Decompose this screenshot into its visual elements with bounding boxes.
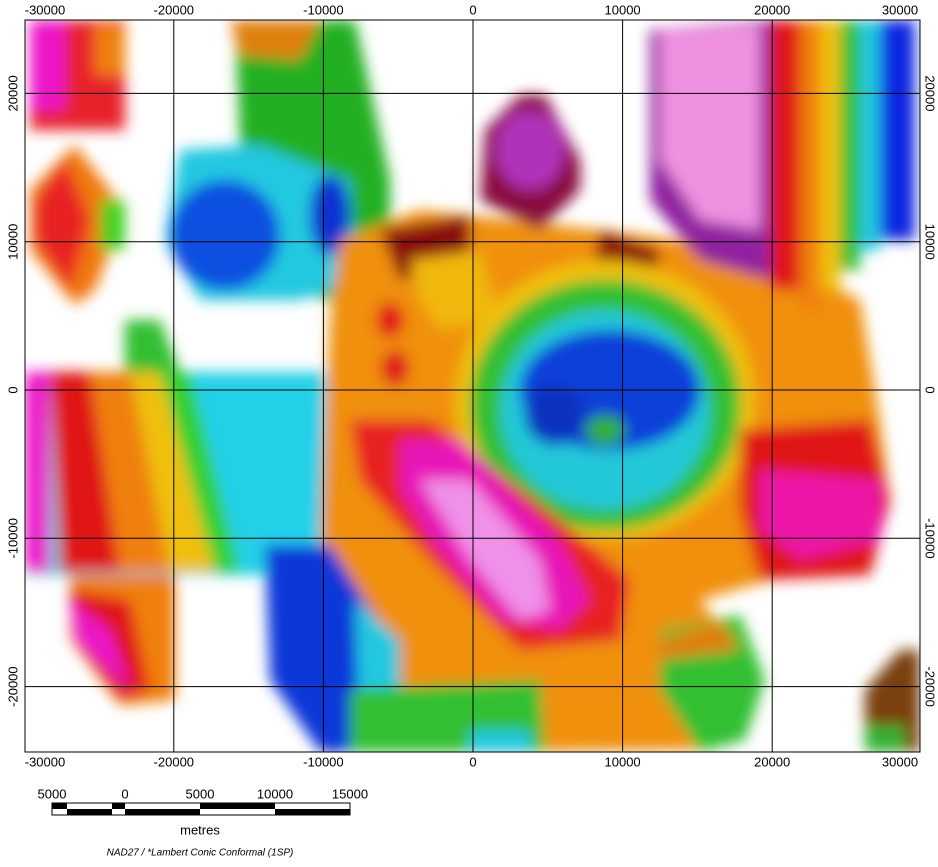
x-tick-label-bottom: -30000 — [25, 754, 65, 769]
scale-bar: 5000 0 5000 10000 15000 — [38, 786, 368, 816]
scale-bar-label: 5000 — [38, 786, 67, 801]
x-tick-label-bottom: -10000 — [303, 754, 343, 769]
scale-bar-label: 0 — [121, 786, 128, 801]
scale-bar-segment — [112, 803, 125, 809]
scale-bar-segment — [275, 809, 350, 815]
scale-bar-label: 5000 — [186, 786, 215, 801]
x-tick-label-top: 10000 — [605, 2, 641, 17]
x-tick-label-bottom: 20000 — [754, 754, 790, 769]
y-tick-label-right: -10000 — [923, 518, 938, 558]
x-tick-label-bottom: 30000 — [882, 754, 918, 769]
x-tick-label-top: -10000 — [303, 2, 343, 17]
y-tick-label-left: -20000 — [5, 666, 20, 706]
contour-image — [25, 20, 920, 752]
scale-bar-segment — [82, 809, 97, 815]
y-tick-label-left: -10000 — [5, 518, 20, 558]
x-tick-label-top: 20000 — [754, 2, 790, 17]
y-tick-label-left: 20000 — [5, 75, 20, 111]
y-tick-label-left: 10000 — [5, 224, 20, 260]
scale-bar-label: 10000 — [257, 786, 293, 801]
scale-bar-segment — [200, 803, 275, 809]
y-tick-label-right: 20000 — [923, 75, 938, 111]
x-tick-label-bottom: 10000 — [605, 754, 641, 769]
y-tick-label-right: -20000 — [923, 666, 938, 706]
x-tick-label-top: -20000 — [154, 2, 194, 17]
scale-bar-segment — [52, 803, 67, 809]
x-tick-label-top: 30000 — [882, 2, 918, 17]
scale-bar-segment — [67, 809, 82, 815]
y-tick-label-right: 10000 — [923, 224, 938, 260]
scale-bar-segment — [97, 809, 112, 815]
y-tick-label-left: 0 — [5, 386, 20, 393]
projection: NAD27 / *Lambert Conic Conformal (1SP) — [107, 848, 294, 859]
scale-bar-label: 15000 — [332, 786, 368, 801]
y-tick-label-right: 0 — [923, 386, 938, 393]
scale-unit: metres — [180, 822, 220, 837]
scale-bar-segment — [125, 809, 200, 815]
x-tick-label-top: 0 — [469, 2, 476, 17]
x-tick-label-bottom: 0 — [469, 754, 476, 769]
x-tick-label-bottom: -20000 — [154, 754, 194, 769]
x-tick-label-top: -30000 — [25, 2, 65, 17]
